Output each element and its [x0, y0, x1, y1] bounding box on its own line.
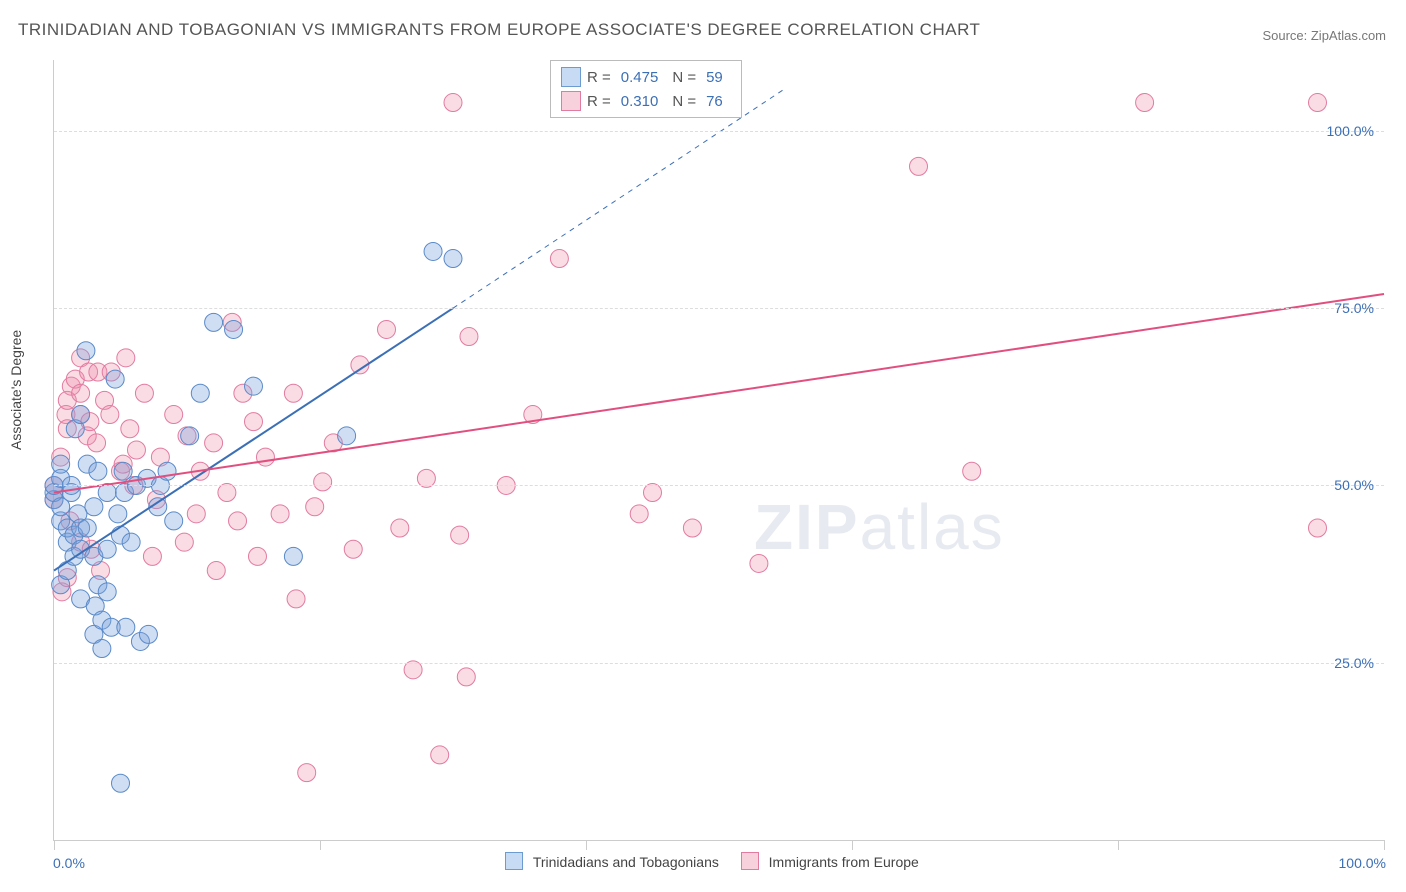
data-point-europe: [207, 562, 225, 580]
data-point-trinidadians: [85, 498, 103, 516]
data-point-trinidadians: [106, 370, 124, 388]
data-point-europe: [963, 462, 981, 480]
swatch-icon: [505, 852, 523, 870]
data-point-europe: [72, 384, 90, 402]
data-point-trinidadians: [338, 427, 356, 445]
y-tick-label: 50.0%: [1334, 477, 1374, 493]
data-point-trinidadians: [112, 774, 130, 792]
stat-value: 0.310: [617, 93, 667, 110]
bottom-legend: Trinidadians and Tobagonians Immigrants …: [0, 852, 1406, 870]
data-point-trinidadians: [225, 320, 243, 338]
data-point-trinidadians: [444, 250, 462, 268]
data-point-europe: [1309, 519, 1327, 537]
stat-label: R =: [587, 93, 611, 110]
stat-label: N =: [672, 69, 696, 86]
source-attribution: Source: ZipAtlas.com: [1262, 28, 1386, 43]
data-point-trinidadians: [52, 455, 70, 473]
data-point-europe: [229, 512, 247, 530]
data-point-trinidadians: [77, 342, 95, 360]
data-point-trinidadians: [89, 462, 107, 480]
data-point-europe: [391, 519, 409, 537]
stat-label: R =: [587, 69, 611, 86]
y-tick-label: 75.0%: [1334, 300, 1374, 316]
data-point-trinidadians: [98, 540, 116, 558]
data-point-trinidadians: [165, 512, 183, 530]
y-tick-label: 100.0%: [1327, 123, 1374, 139]
stats-row-series-1: R = 0.475 N = 59: [561, 65, 731, 89]
data-point-europe: [457, 668, 475, 686]
stat-label: N =: [672, 93, 696, 110]
stats-legend-box: R = 0.475 N = 59 R = 0.310 N = 76: [550, 60, 742, 118]
swatch-icon: [561, 91, 581, 111]
data-point-europe: [750, 554, 768, 572]
data-point-europe: [460, 328, 478, 346]
data-point-europe: [175, 533, 193, 551]
data-point-europe: [451, 526, 469, 544]
data-point-trinidadians: [245, 377, 263, 395]
data-point-europe: [910, 157, 928, 175]
data-point-europe: [127, 441, 145, 459]
data-point-europe: [444, 94, 462, 112]
data-point-trinidadians: [181, 427, 199, 445]
data-point-europe: [683, 519, 701, 537]
data-point-europe: [117, 349, 135, 367]
data-point-trinidadians: [205, 313, 223, 331]
stat-value: 59: [702, 69, 731, 86]
data-point-trinidadians: [284, 547, 302, 565]
data-point-trinidadians: [72, 406, 90, 424]
data-point-europe: [135, 384, 153, 402]
trend-line-dash-trinidadians: [453, 88, 786, 308]
data-point-trinidadians: [109, 505, 127, 523]
data-point-europe: [101, 406, 119, 424]
data-point-europe: [88, 434, 106, 452]
data-point-trinidadians: [117, 618, 135, 636]
stat-value: 0.475: [617, 69, 667, 86]
chart-title: TRINIDADIAN AND TOBAGONIAN VS IMMIGRANTS…: [18, 20, 980, 40]
data-point-europe: [271, 505, 289, 523]
stats-row-series-2: R = 0.310 N = 76: [561, 89, 731, 113]
data-point-europe: [344, 540, 362, 558]
data-point-europe: [121, 420, 139, 438]
scatter-svg: [54, 60, 1384, 840]
data-point-europe: [287, 590, 305, 608]
data-point-europe: [550, 250, 568, 268]
data-point-trinidadians: [114, 462, 132, 480]
data-point-europe: [314, 473, 332, 491]
data-point-trinidadians: [191, 384, 209, 402]
legend-label: Trinidadians and Tobagonians: [533, 854, 719, 870]
data-point-europe: [205, 434, 223, 452]
data-point-europe: [630, 505, 648, 523]
data-point-europe: [1309, 94, 1327, 112]
y-tick-label: 25.0%: [1334, 655, 1374, 671]
stat-value: 76: [702, 93, 731, 110]
legend-label: Immigrants from Europe: [769, 854, 919, 870]
data-point-trinidadians: [98, 583, 116, 601]
data-point-europe: [187, 505, 205, 523]
data-point-europe: [248, 547, 266, 565]
data-point-europe: [165, 406, 183, 424]
data-point-europe: [245, 413, 263, 431]
data-point-trinidadians: [78, 519, 96, 537]
data-point-europe: [256, 448, 274, 466]
data-point-europe: [431, 746, 449, 764]
plot-area: ZIPatlas 25.0%50.0%75.0%100.0%: [53, 60, 1384, 841]
data-point-trinidadians: [139, 625, 157, 643]
data-point-europe: [1136, 94, 1154, 112]
data-point-europe: [306, 498, 324, 516]
data-point-trinidadians: [93, 640, 111, 658]
data-point-europe: [298, 764, 316, 782]
data-point-trinidadians: [424, 242, 442, 260]
swatch-icon: [561, 67, 581, 87]
data-point-europe: [284, 384, 302, 402]
data-point-trinidadians: [122, 533, 140, 551]
data-point-europe: [143, 547, 161, 565]
swatch-icon: [741, 852, 759, 870]
data-point-europe: [378, 320, 396, 338]
y-axis-label: Associate's Degree: [8, 330, 24, 450]
